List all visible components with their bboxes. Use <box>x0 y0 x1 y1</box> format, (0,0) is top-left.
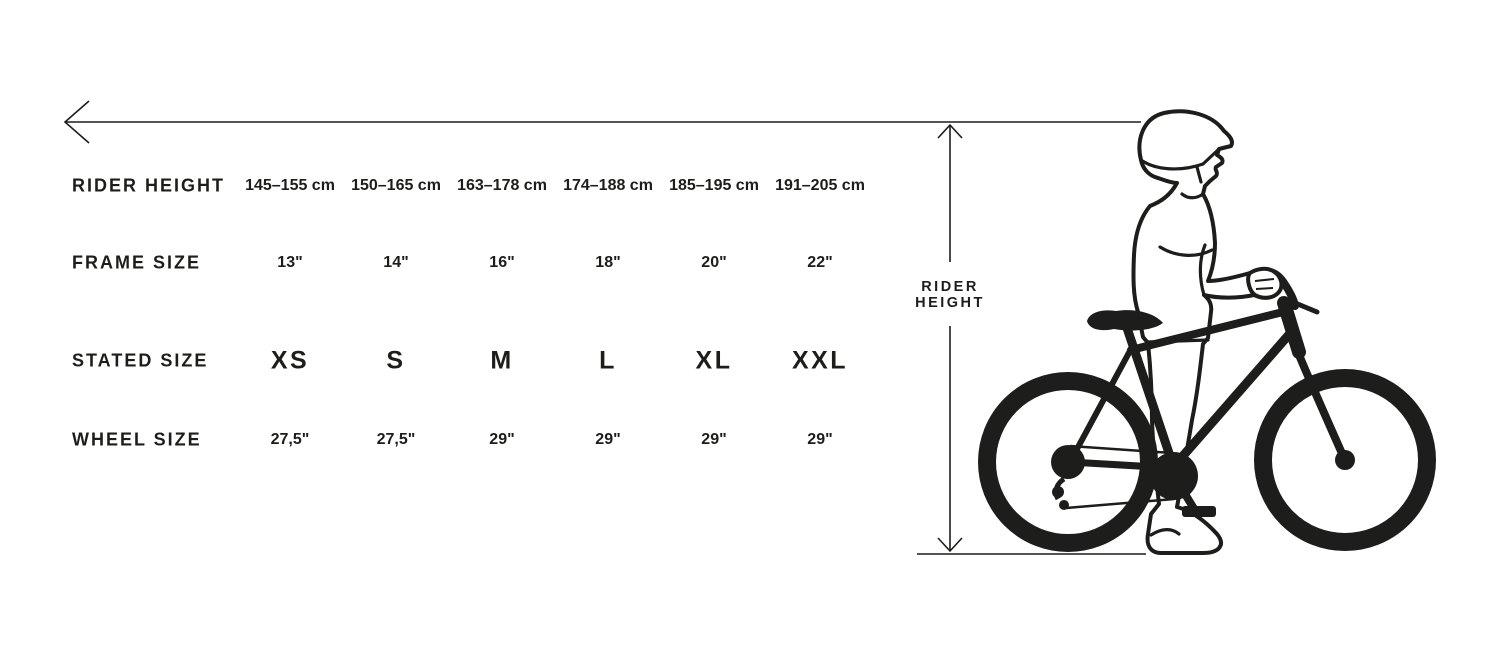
frame-size-value-xs: 13" <box>277 254 303 271</box>
rider-height-value-xs: 145–155 cm <box>245 177 335 194</box>
sleeve-hem <box>1158 245 1214 257</box>
rider-height-value-xxl: 191–205 cm <box>775 177 865 194</box>
brake-lever <box>1285 297 1320 315</box>
head-tube <box>1277 296 1306 359</box>
wheel-size-value-xxl: 29" <box>807 431 833 448</box>
wheel-size-value-xs: 27,5" <box>270 431 310 448</box>
stated-size-xs: XS <box>270 346 310 375</box>
fork <box>1293 346 1348 462</box>
helmet-strap <box>1195 165 1203 184</box>
frame-size-value-l: 18" <box>595 254 621 271</box>
rider-height-arrow-label: RIDER HEIGHT <box>911 277 989 313</box>
wheel-size-value-s: 27,5" <box>376 431 416 448</box>
rider-height-label-line2: HEIGHT <box>915 295 985 311</box>
stated-size-xl: XL <box>695 346 733 375</box>
row-label-stated-size: STATED SIZE <box>72 350 209 371</box>
down-tube <box>1170 325 1298 470</box>
down-arrowhead-icon <box>937 537 963 553</box>
rider-height-label-line1: RIDER <box>921 279 979 295</box>
chain <box>1065 444 1175 510</box>
up-arrowhead-icon <box>937 123 963 139</box>
collar-line <box>1180 192 1205 200</box>
pedal <box>1182 506 1216 517</box>
rear-wheel <box>978 372 1158 552</box>
shoe-line <box>1149 528 1181 537</box>
bicycle-illustration <box>978 266 1436 552</box>
rider-height-arrow <box>937 123 963 553</box>
front-hub <box>1335 450 1355 470</box>
row-label-wheel-size: WHEEL SIZE <box>72 429 202 450</box>
stated-size-m: M <box>490 346 514 375</box>
wheel-size-value-l: 29" <box>595 431 621 448</box>
rider-height-value-l: 174–188 cm <box>563 177 653 194</box>
frame-size-value-xl: 20" <box>701 254 727 271</box>
cassette <box>1051 445 1085 479</box>
saddle <box>1087 310 1163 331</box>
stated-size-l: L <box>599 346 617 375</box>
top-measure-line <box>63 100 1141 144</box>
chainring <box>1150 452 1198 500</box>
bike-frame <box>1066 267 1348 516</box>
row-label-frame-size: FRAME SIZE <box>72 252 202 273</box>
frame-size-value-m: 16" <box>489 254 515 271</box>
rider-height-value-s: 150–165 cm <box>351 177 441 194</box>
left-arrowhead-icon <box>63 100 90 144</box>
frame-size-value-s: 14" <box>383 254 409 271</box>
rider-height-value-xl: 185–195 cm <box>669 177 759 194</box>
wheel-size-value-xl: 29" <box>701 431 727 448</box>
rider-height-value-m: 163–178 cm <box>457 177 547 194</box>
rider-details <box>1139 147 1221 537</box>
seatstay <box>1067 346 1134 465</box>
frame-size-value-xxl: 22" <box>807 254 833 271</box>
helmet-rim <box>1139 147 1221 171</box>
measurement-lines <box>63 100 1146 555</box>
arm-inner-line <box>1198 243 1207 297</box>
front-wheel <box>1254 369 1436 551</box>
rear-derailleur <box>1052 476 1069 510</box>
top-tube <box>1127 307 1291 354</box>
stated-size-s: S <box>386 346 406 375</box>
wheel-size-value-m: 29" <box>489 431 515 448</box>
stated-size-xxl: XXL <box>791 346 849 375</box>
row-label-rider-height: RIDER HEIGHT <box>72 175 226 196</box>
rider-hand <box>1246 266 1284 300</box>
